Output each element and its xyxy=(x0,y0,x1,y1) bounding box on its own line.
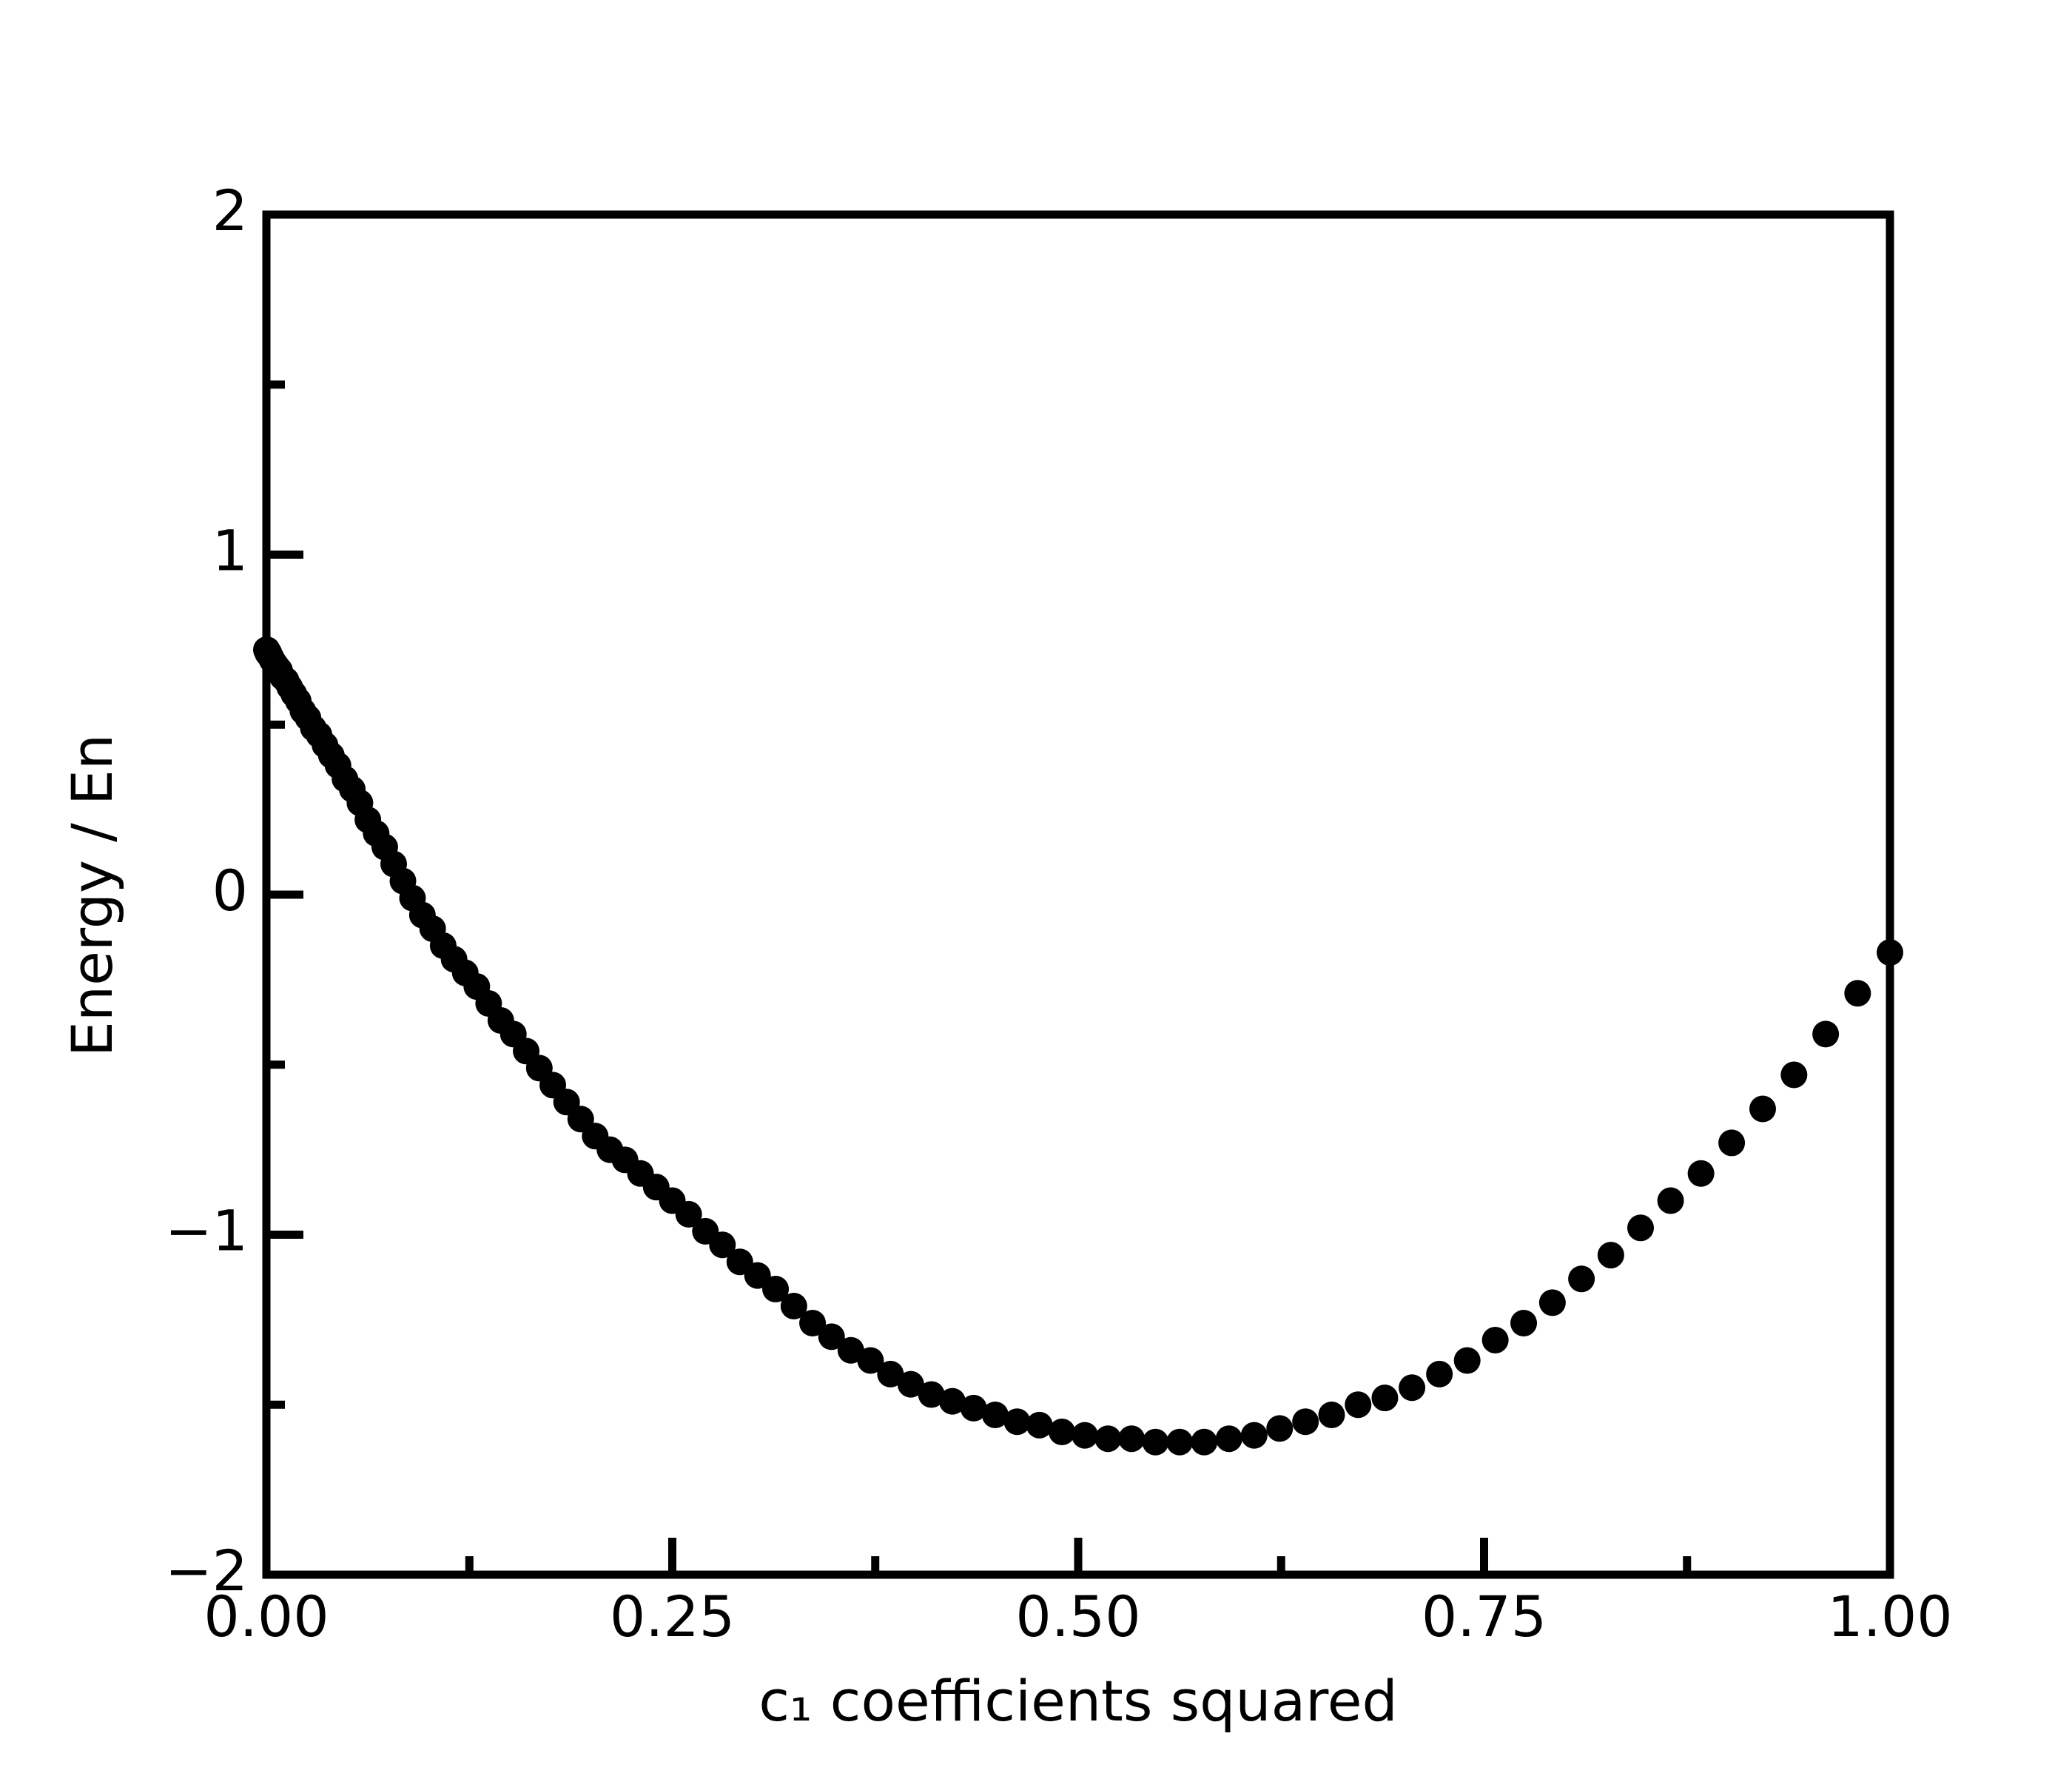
data-point xyxy=(780,1292,807,1319)
data-point xyxy=(1166,1428,1194,1456)
data-point xyxy=(818,1323,845,1350)
data-point xyxy=(1292,1408,1319,1436)
data-point xyxy=(1510,1309,1538,1336)
data-point xyxy=(1049,1419,1076,1446)
data-point xyxy=(1318,1402,1345,1429)
data-point xyxy=(1371,1385,1399,1412)
data-point xyxy=(762,1276,790,1303)
data-point xyxy=(1749,1095,1776,1123)
data-point xyxy=(837,1336,864,1364)
data-point xyxy=(1094,1425,1122,1453)
y-tick-label: 0 xyxy=(212,858,248,924)
data-point xyxy=(1240,1422,1268,1449)
data-point xyxy=(1003,1408,1031,1436)
data-point xyxy=(1780,1061,1808,1089)
data-point xyxy=(1191,1428,1218,1456)
data-point xyxy=(1538,1289,1566,1316)
data-point xyxy=(1568,1265,1595,1293)
data-point xyxy=(1627,1214,1655,1242)
data-point xyxy=(1118,1425,1146,1453)
data-point xyxy=(1657,1187,1684,1214)
data-point xyxy=(1026,1411,1053,1439)
data-point xyxy=(1399,1374,1426,1402)
x-axis-label: c₁ coefficients squared xyxy=(758,1668,1397,1734)
data-point xyxy=(709,1231,736,1259)
data-point xyxy=(1718,1129,1746,1157)
data-point xyxy=(1426,1360,1453,1388)
data-point xyxy=(857,1347,884,1374)
x-tick-label: 0.50 xyxy=(1015,1584,1140,1649)
data-point xyxy=(1453,1347,1481,1374)
x-tick-label: 0.25 xyxy=(610,1584,735,1649)
y-tick-label: 2 xyxy=(212,178,248,243)
data-point xyxy=(960,1394,987,1422)
x-tick-label: 0.75 xyxy=(1422,1584,1547,1649)
plot-frame xyxy=(262,210,1894,1579)
y-tick-label: −1 xyxy=(165,1197,248,1263)
data-point xyxy=(1844,980,1871,1007)
data-point xyxy=(1142,1428,1169,1456)
x-tick-label: 0.00 xyxy=(204,1584,329,1649)
data-point xyxy=(799,1309,827,1336)
y-tick-label: −2 xyxy=(165,1538,248,1604)
data-point xyxy=(1812,1020,1840,1048)
data-point xyxy=(981,1402,1009,1429)
data-point xyxy=(1481,1326,1509,1353)
data-point xyxy=(1266,1415,1294,1442)
data-point xyxy=(1215,1425,1242,1453)
data-point xyxy=(897,1370,924,1398)
x-tick-label: 1.00 xyxy=(1827,1584,1952,1649)
data-point xyxy=(1687,1160,1715,1187)
data-point xyxy=(938,1388,966,1415)
y-axis-label: Energy / En xyxy=(59,734,125,1057)
data-point xyxy=(877,1360,904,1388)
data-point xyxy=(1345,1391,1372,1419)
data-point xyxy=(675,1200,702,1228)
data-point xyxy=(1597,1242,1624,1269)
y-tick-label: 1 xyxy=(212,517,248,583)
data-point xyxy=(918,1381,945,1408)
data-point xyxy=(1071,1422,1098,1449)
